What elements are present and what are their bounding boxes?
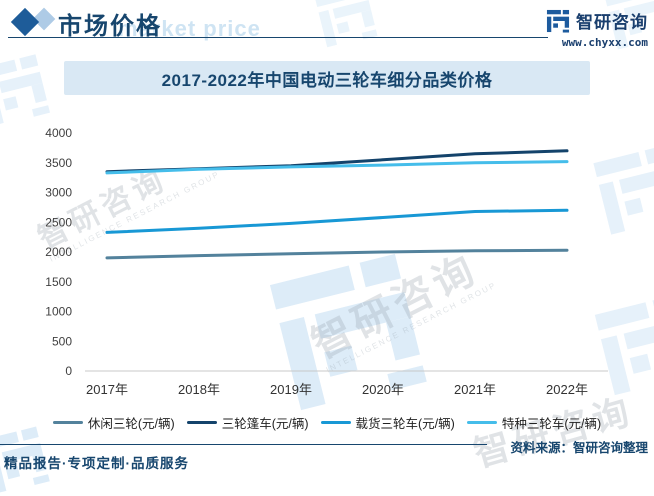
- legend-swatch-icon: [52, 421, 83, 424]
- x-tick-label: 2021年: [454, 382, 496, 397]
- source-label: 资料来源：智研咨询整理: [510, 441, 648, 455]
- legend-label: 载货三轮车(元/辆): [355, 417, 455, 431]
- chart-legend: 休闲三轮(元/辆) 三轮篷车(元/辆) 载货三轮车(元/辆) 特种三轮车(元/辆): [0, 413, 654, 432]
- y-tick-label: 1500: [45, 275, 72, 289]
- y-tick-label: 1000: [45, 305, 72, 319]
- footer-divider: [0, 444, 487, 445]
- watermark-market-price: market price: [118, 16, 261, 41]
- y-tick-label: 2000: [45, 245, 72, 259]
- legend-swatch-icon: [186, 421, 217, 424]
- legend-label: 特种三轮车(元/辆): [501, 417, 602, 431]
- series-line: [105, 208, 569, 234]
- legend-swatch-icon: [320, 421, 351, 424]
- legend-item: 特种三轮车(元/辆): [466, 413, 602, 432]
- legend-label: 休闲三轮(元/辆): [87, 417, 175, 431]
- brand-logo-icon: [546, 9, 570, 33]
- x-tick-label: 2018年: [178, 382, 220, 397]
- header-divider: [8, 37, 548, 38]
- x-tick-label: 2022年: [546, 382, 588, 397]
- brand-block: 智研咨询 www.chyxx.com: [546, 8, 648, 49]
- y-tick-label: 2500: [45, 215, 72, 229]
- x-tick-label: 2017年: [86, 382, 128, 397]
- brand-url: www.chyxx.com: [561, 36, 648, 49]
- y-tick-label: 3000: [45, 186, 72, 200]
- diamond-icon: [10, 7, 58, 38]
- series-line: [105, 248, 569, 260]
- legend-item: 三轮篷车(元/辆): [186, 413, 309, 432]
- y-tick-label: 0: [65, 364, 72, 378]
- brand-name: 智研咨询: [576, 13, 648, 32]
- diamond-dark-icon: [10, 7, 40, 37]
- x-tick-label: 2019年: [270, 382, 312, 397]
- y-tick-label: 4000: [45, 126, 72, 140]
- y-tick-label: 500: [52, 334, 72, 348]
- page-title: 市场价格: [58, 13, 162, 40]
- series-line: [105, 160, 569, 175]
- services-slogan: 精品报告·专项定制·品质服务: [4, 456, 189, 471]
- header: 市场价格 智研咨询 www.chyxx.com: [0, 0, 654, 50]
- legend-item: 载货三轮车(元/辆): [320, 413, 455, 432]
- y-tick-label: 3500: [45, 156, 72, 170]
- x-tick-label: 2020年: [362, 382, 404, 397]
- chart-title: 2017-2022年中国电动三轮车细分品类价格: [161, 70, 493, 90]
- legend-swatch-icon: [466, 421, 497, 424]
- legend-label: 三轮篷车(元/辆): [221, 417, 309, 431]
- legend-item: 休闲三轮(元/辆): [52, 413, 175, 432]
- chart-title-band: 2017-2022年中国电动三轮车细分品类价格: [64, 61, 590, 95]
- line-chart: 0 500 1000 1500 2000 2500 3000 3500 4000 2017年 201…: [45, 126, 608, 397]
